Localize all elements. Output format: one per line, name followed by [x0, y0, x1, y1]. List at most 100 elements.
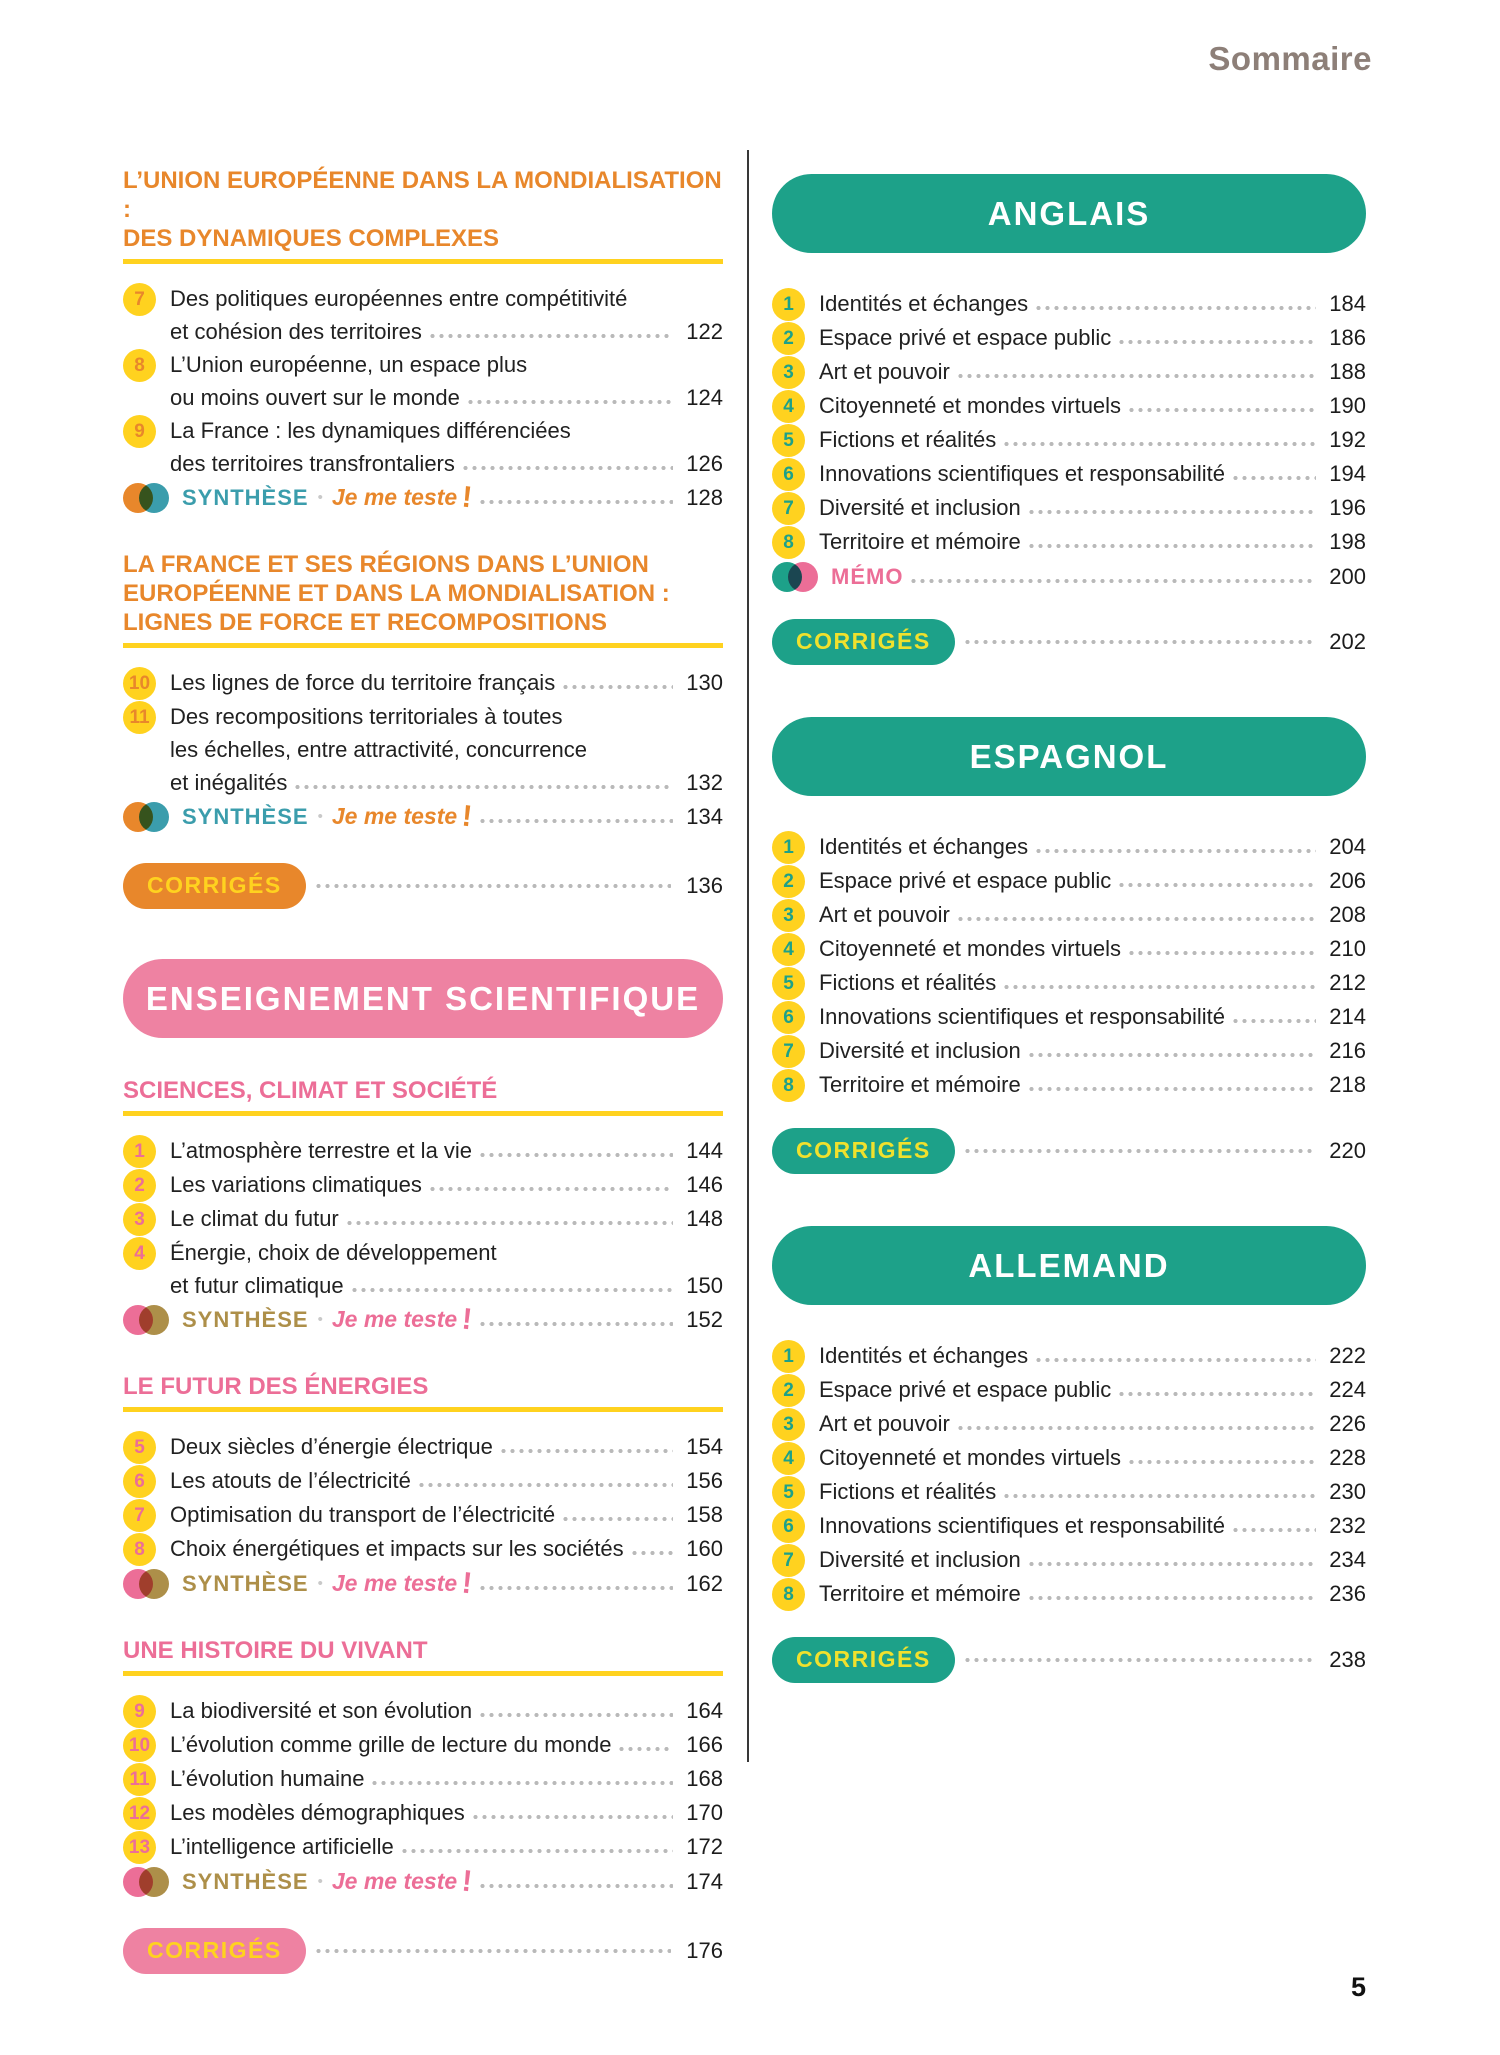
- bullet-separator-icon: •: [317, 1873, 323, 1890]
- toc-entry-line: Art et pouvoir 226: [819, 1407, 1366, 1440]
- dotted-leader: [1026, 543, 1316, 549]
- toc-entry-text: Citoyenneté et mondes virtuels 210: [819, 932, 1366, 965]
- toc-entry-line: Identités et échanges 184: [819, 287, 1366, 320]
- dotted-leader: [1127, 1459, 1316, 1465]
- toc-entry: 11 Des recompositions territoriales à tou…: [123, 700, 723, 799]
- page-number: 234: [1329, 1547, 1366, 1572]
- toc-entry-line: La biodiversité et son évolution 164: [170, 1694, 723, 1727]
- toc-entry-line: Territoire et mémoire 236: [819, 1577, 1366, 1610]
- page-number: 134: [686, 804, 723, 829]
- dotted-leader: [962, 1657, 1314, 1663]
- page-number: 218: [1329, 1072, 1366, 1097]
- toc-entry-label: Fictions et réalités: [819, 970, 997, 995]
- chapter-number-badge: 1: [772, 831, 805, 864]
- toc-entry-label: Identités et échanges: [819, 291, 1029, 316]
- toc-entry-line: Espace privé et espace public 224: [819, 1373, 1366, 1406]
- dotted-leader: [1034, 1357, 1316, 1363]
- toc-entry: 6 Innovations scientifiques et responsabi…: [772, 1000, 1366, 1034]
- toc-entry-text: Citoyenneté et mondes virtuels 228: [819, 1441, 1366, 1474]
- chapter-number-badge: 11: [123, 1763, 156, 1796]
- toc-entry-text: Les variations climatiques 146: [170, 1168, 723, 1201]
- chapter-number-badge: 7: [123, 283, 156, 316]
- page-number: 164: [686, 1698, 723, 1723]
- page-number: 136: [686, 873, 723, 898]
- toc-entry-line: Innovations scientifiques et responsabil…: [819, 457, 1366, 490]
- chapter-number-badge: 8: [123, 349, 156, 382]
- page-number: 208: [1329, 902, 1366, 927]
- toc-entry: 7 Diversité et inclusion 196: [772, 491, 1366, 525]
- chapter-number-badge: 3: [772, 899, 805, 932]
- chapter-number-badge: 13: [123, 1831, 156, 1864]
- toc-entry: 7 Diversité et inclusion 216: [772, 1034, 1366, 1068]
- toc-entry: 2 Les variations climatiques 146: [123, 1168, 723, 1202]
- folio-page-number: 5: [1350, 1972, 1366, 2002]
- toc-entry-text: Des recompositions territoriales à toute…: [170, 700, 723, 799]
- toc-entry-text: Des politiques européennes entre compéti…: [170, 282, 723, 348]
- toc-entry-text: Identités et échanges 184: [819, 287, 1366, 320]
- memo-entry: MÉMO 200: [772, 560, 1366, 593]
- chapter-number-badge: 7: [772, 1035, 805, 1068]
- toc-entry: 1 Identités et échanges 222: [772, 1339, 1366, 1373]
- toc-entry: 4 Citoyenneté et mondes virtuels 210: [772, 932, 1366, 966]
- chapter-number-badge: 3: [123, 1203, 156, 1236]
- chapter-number-badge: 2: [772, 1374, 805, 1407]
- toc-entry-line: Diversité et inclusion 196: [819, 491, 1366, 524]
- toc-entry-line: L’intelligence artificielle 172: [170, 1830, 723, 1863]
- toc-entry-label: Fictions et réalités: [819, 1479, 997, 1504]
- page-number: 154: [686, 1434, 723, 1459]
- dotted-leader: [427, 1186, 673, 1192]
- toc-entry-line: Diversité et inclusion 234: [819, 1543, 1366, 1576]
- je-me-teste-label: Je me teste: [331, 1306, 458, 1332]
- toc-entry-text: Espace privé et espace public 224: [819, 1373, 1366, 1406]
- dotted-leader: [313, 883, 671, 889]
- page-number: 212: [1329, 970, 1366, 995]
- left-column: L’UNION EUROPÉENNE DANS LA MONDIALISATIO…: [123, 164, 723, 1978]
- overlapping-circles-icon: [772, 561, 819, 592]
- subheading-line: L’UNION EUROPÉENNE DANS LA MONDIALISATIO…: [123, 167, 722, 223]
- toc-entry-label: Les lignes de force du territoire frança…: [170, 670, 556, 695]
- toc-entry: 1 L’atmosphère terrestre et la vie 144: [123, 1134, 723, 1168]
- chapter-number-badge: 1: [123, 1135, 156, 1168]
- dotted-leader: [962, 639, 1314, 645]
- toc-entry-text: Fictions et réalités 212: [819, 966, 1366, 999]
- synthese-label: SYNTHÈSE: [182, 1869, 309, 1894]
- toc-entry-line: et inégalités 132: [170, 766, 723, 799]
- toc-entry-line: Territoire et mémoire 198: [819, 525, 1366, 558]
- toc-entry-label: Fictions et réalités: [819, 427, 997, 452]
- chapter-number-badge: 2: [772, 322, 805, 355]
- synthese-entry: SYNTHÈSE • Je me teste! 174: [123, 1865, 723, 1898]
- dotted-leader: [1034, 848, 1316, 854]
- chapter-number-badge: 8: [772, 526, 805, 559]
- page-number: 210: [1329, 936, 1366, 961]
- chapter-number-badge: 5: [772, 967, 805, 1000]
- toc-entry-line: L’atmosphère terrestre et la vie 144: [170, 1134, 723, 1167]
- corriges-entry: CORRIGÉS 136: [123, 863, 723, 909]
- page-number: 156: [686, 1468, 723, 1493]
- toc-entry-label: Innovations scientifiques et responsabil…: [819, 461, 1226, 486]
- toc-entry-label: et inégalités: [170, 770, 288, 795]
- page-number: 232: [1329, 1513, 1366, 1538]
- toc-entry-label: Art et pouvoir: [819, 902, 950, 927]
- je-me-teste-label: Je me teste: [331, 484, 458, 510]
- toc-entry: 3 Art et pouvoir 188: [772, 355, 1366, 389]
- toc-entry: 4 Citoyenneté et mondes virtuels 228: [772, 1441, 1366, 1475]
- dotted-leader: [460, 465, 673, 471]
- je-me-teste-label: Je me teste: [331, 1570, 458, 1596]
- page-number: 170: [686, 1800, 723, 1825]
- toc-entry-text: L’Union européenne, un espace plus ou moi…: [170, 348, 723, 414]
- dotted-leader: [478, 1585, 673, 1591]
- synthese-entry: SYNTHÈSE • Je me teste! 128: [123, 481, 723, 514]
- corriges-pill: CORRIGÉS: [772, 1637, 955, 1683]
- dotted-leader: [370, 1780, 673, 1786]
- page-number: 214: [1329, 1004, 1366, 1029]
- dotted-leader: [349, 1287, 673, 1293]
- dotted-leader: [313, 1948, 671, 1954]
- subheading-line: LA FRANCE ET SES RÉGIONS DANS L’UNION: [123, 551, 649, 578]
- chapter-number-badge: 6: [772, 1001, 805, 1034]
- bullet-separator-icon: •: [317, 489, 323, 506]
- toc-entry-label: Identités et échanges: [819, 1343, 1029, 1368]
- dotted-leader: [1026, 509, 1316, 515]
- toc-entry-label: Choix énergétiques et impacts sur les so…: [170, 1536, 624, 1561]
- page-number: 238: [1329, 1647, 1366, 1672]
- toc-entry: 9 La biodiversité et son évolution 164: [123, 1694, 723, 1728]
